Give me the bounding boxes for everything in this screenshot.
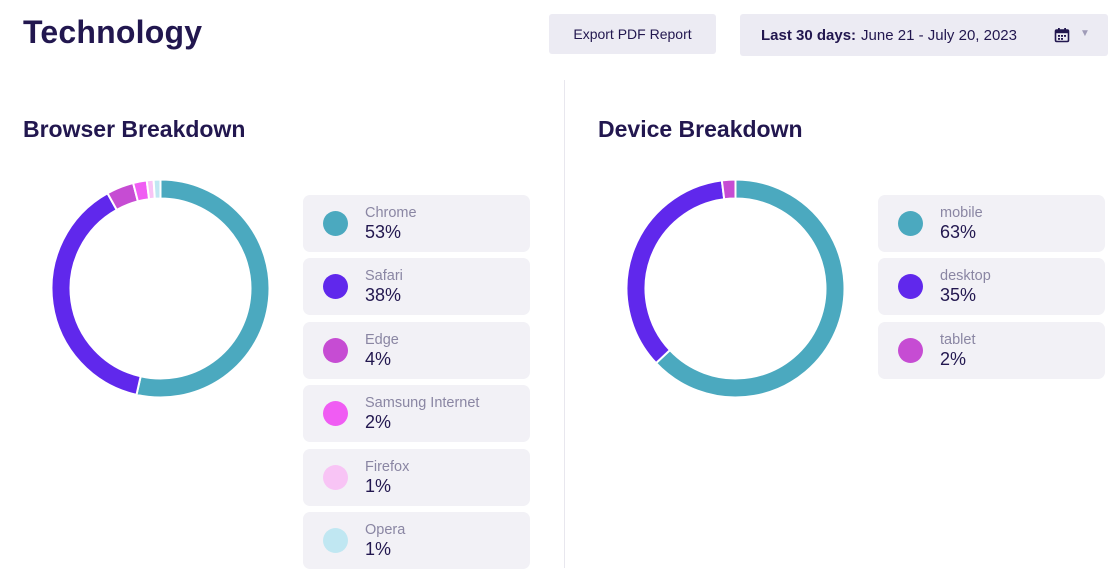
legend-swatch: [323, 211, 348, 236]
legend-percent: 53%: [365, 222, 402, 242]
export-pdf-button[interactable]: Export PDF Report: [549, 14, 716, 54]
legend-label: Edge: [365, 331, 399, 348]
legend-label: mobile: [940, 205, 983, 221]
browser-breakdown-title: Browser Breakdown: [23, 116, 246, 142]
legend-item-chrome[interactable]: Chrome 53%: [303, 195, 530, 252]
legend-label: Firefox: [365, 458, 410, 475]
date-range-picker[interactable]: Last 30 days: June 21 - July 20, 2023 ▼: [740, 14, 1108, 56]
browser-legend: Chrome 53% Safari 38% Edge 4% Samsung Internet…: [303, 195, 530, 575]
legend-percent: 1%: [365, 538, 392, 559]
legend-swatch: [323, 527, 348, 553]
caret-down-icon: ▼: [1080, 28, 1090, 39]
donut-slice-chrome[interactable]: [135, 178, 271, 399]
legend-label: tablet: [940, 331, 976, 348]
legend-percent: 63%: [940, 222, 977, 242]
section-divider: [564, 80, 565, 568]
legend-swatch: [898, 274, 923, 300]
legend-item-tablet[interactable]: tablet 2%: [878, 321, 1105, 379]
legend-swatch: [323, 274, 348, 300]
device-breakdown-title: Device Breakdown: [598, 116, 803, 142]
browser-donut-chart: [50, 178, 271, 399]
legend-label: Safari: [365, 268, 403, 285]
calendar-icon: [1054, 28, 1070, 43]
legend-percent: 38%: [365, 285, 402, 306]
legend-item-firefox[interactable]: Firefox 1%: [303, 448, 530, 506]
legend-percent: 35%: [940, 285, 977, 306]
date-range-label: Last 30 days:: [761, 26, 857, 44]
legend-swatch: [323, 464, 348, 490]
donut-slice-tablet[interactable]: [720, 178, 737, 201]
date-range-value: June 21 - July 20, 2023: [861, 26, 1017, 44]
legend-swatch: [323, 337, 348, 363]
page-title: Technology: [23, 14, 203, 50]
legend-item-samsung-internet[interactable]: Samsung Internet 2%: [303, 385, 530, 443]
legend-item-opera[interactable]: Opera 1%: [303, 511, 530, 569]
legend-label: Chrome: [365, 205, 417, 221]
legend-item-mobile[interactable]: mobile 63%: [878, 195, 1105, 252]
legend-label: Samsung Internet: [365, 395, 480, 412]
legend-swatch: [898, 337, 923, 363]
legend-item-edge[interactable]: Edge 4%: [303, 321, 530, 379]
device-donut-chart: [625, 178, 846, 399]
legend-swatch: [898, 211, 923, 236]
legend-percent: 2%: [940, 348, 967, 369]
legend-label: Opera: [365, 521, 406, 538]
donut-slice-desktop[interactable]: [625, 179, 726, 365]
device-legend: mobile 63% desktop 35% tablet 2%: [878, 195, 1105, 385]
legend-percent: 4%: [365, 348, 392, 369]
legend-label: desktop: [940, 268, 991, 285]
legend-percent: 2%: [365, 412, 392, 433]
donut-slice-safari[interactable]: [50, 191, 142, 397]
legend-swatch: [323, 401, 348, 427]
legend-percent: 1%: [365, 475, 392, 496]
donut-slice-opera[interactable]: [152, 178, 162, 200]
legend-item-desktop[interactable]: desktop 35%: [878, 258, 1105, 316]
legend-item-safari[interactable]: Safari 38%: [303, 258, 530, 316]
